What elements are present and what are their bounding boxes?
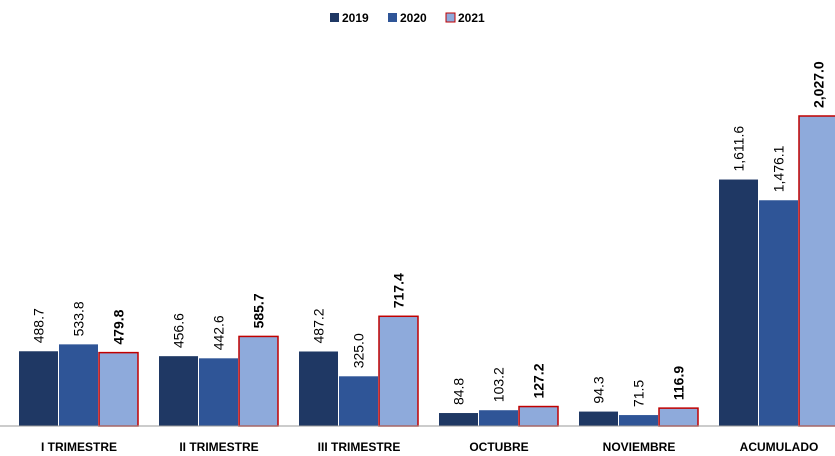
data-label: 2,027.0 [811,61,827,108]
bar [378,315,419,427]
data-label: 479.8 [111,309,127,344]
bar [719,179,758,426]
bar [59,344,98,426]
bar [339,376,378,426]
data-label: 1,476.1 [771,145,787,192]
legend-label: 2020 [400,11,427,25]
data-label: 116.9 [671,366,687,400]
data-label: 71.5 [631,380,647,407]
bar [299,351,338,426]
bar [98,351,139,427]
legend-swatch [330,13,339,22]
bar [479,410,518,426]
data-label: 94.3 [591,376,607,403]
data-label: 84.8 [451,378,467,405]
bar [759,200,798,426]
bar [579,411,618,426]
data-label: 325.0 [351,333,367,368]
data-label: 487.2 [311,308,327,343]
bar [19,351,58,426]
bar [439,413,478,426]
x-tick-label: NOVIEMBRE [603,440,676,454]
x-tick-label: ACUMULADO [740,440,819,454]
legend-swatch [388,13,397,22]
x-tick-label: III TRIMESTRE [318,440,401,454]
bar [658,407,699,427]
data-label: 1,611.6 [731,126,747,172]
data-label: 533.8 [71,301,87,336]
bar [199,358,238,426]
data-label: 488.7 [31,308,47,343]
legend-label: 2021 [458,11,485,25]
data-label: 127.2 [531,363,547,398]
data-label: 442.6 [211,315,227,350]
bar [518,405,559,427]
legend-swatch [445,12,456,23]
data-label: 103.2 [491,367,507,402]
bar [798,115,835,427]
bar [159,356,198,426]
x-tick-label: I TRIMESTRE [41,440,117,454]
x-tick-label: II TRIMESTRE [179,440,258,454]
bar [619,415,658,426]
x-tick-label: OCTUBRE [469,440,528,454]
legend-label: 2019 [342,11,369,25]
data-label: 717.4 [391,273,407,308]
bar [238,335,279,427]
data-label: 456.6 [171,313,187,348]
data-label: 585.7 [251,293,267,328]
